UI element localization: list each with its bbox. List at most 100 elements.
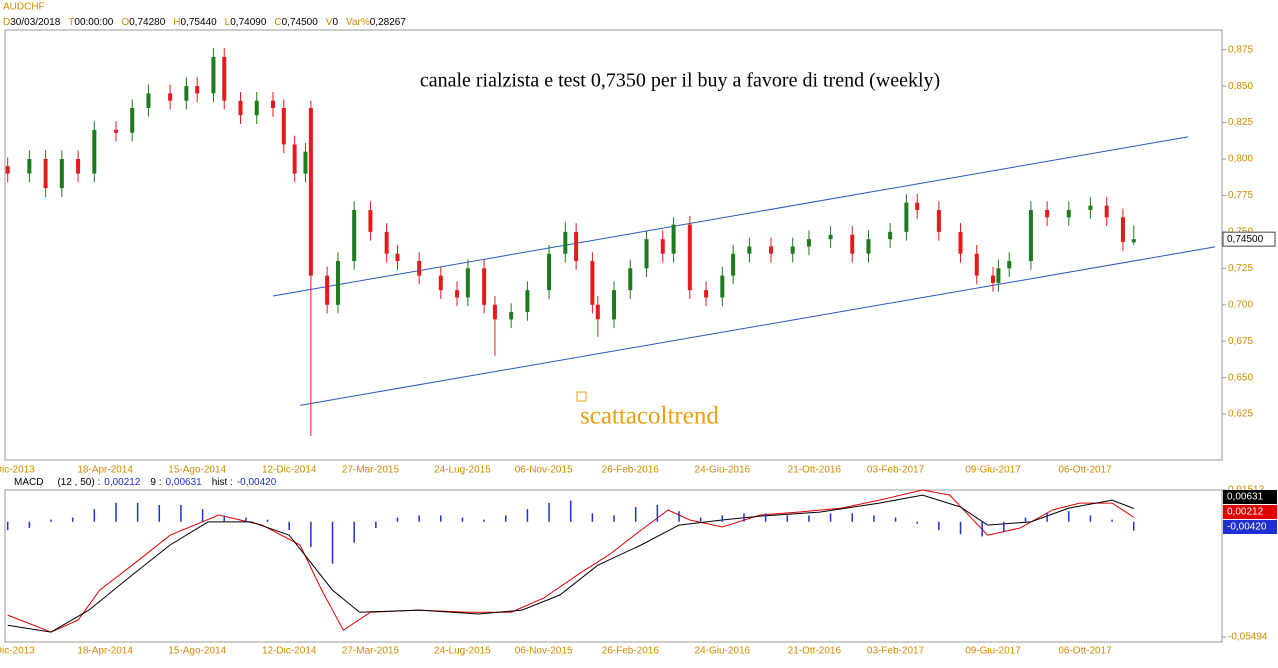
histogram-bar [678,511,680,522]
histogram-bar [418,515,420,522]
candle-body [590,261,595,305]
histogram-bar [1046,513,1048,522]
histogram-bar [894,517,897,522]
candle-body [130,107,135,133]
value-box-label: 0,00212 [1227,507,1264,518]
trendline [299,246,1216,406]
price-panel [4,29,1223,461]
candle-body [628,268,633,291]
candle-body [222,56,227,101]
y-tick-label: 0,650 [1228,372,1253,383]
candle-body [438,275,443,291]
histogram-bar [613,515,615,522]
candle-body [915,202,920,211]
x-tick-label: 12-Dic-2014 [262,465,317,476]
candle-body [1045,210,1050,218]
candle-body [704,290,709,298]
histogram-bar [440,515,442,522]
info-key: H [173,17,180,28]
candle-body [292,144,297,174]
histogram-bar [526,509,529,522]
histogram-bar [916,521,918,524]
histogram-bar [50,519,52,522]
x-tick-label: 27-Mar-2015 [342,465,400,476]
x-tick-label: 18-Apr-2014 [77,465,133,476]
info-key: V [326,17,333,28]
candle-body [254,100,259,116]
histogram-bar [1003,521,1005,533]
candle-body [1088,205,1093,211]
histogram-bar [136,502,139,522]
y-tick-label: 0,800 [1228,154,1253,165]
last-price-label: 0,74500 [1227,234,1264,245]
histogram-bar [266,519,269,522]
candle-body [525,290,530,313]
histogram-bar [505,515,507,522]
x-tick-label: 06-Nov-2015 [515,465,573,476]
info-key: D [3,17,10,28]
candle-body [904,202,909,232]
candle-body [769,246,774,254]
candle-body [850,234,855,254]
x-tick-label: 26-Feb-2016 [602,465,660,476]
candle-body [335,261,340,305]
info-value: 00:00:00 [74,17,113,28]
macd-line [7,489,1135,633]
x-tick-label-macd: 12-Dic-2014 [262,646,317,657]
candle-body [211,56,216,94]
candle-body [936,210,941,232]
candle-body [270,100,275,108]
value-box-label: -0,00420 [1227,522,1267,533]
histogram-bar [981,521,983,537]
info-key: C [274,17,281,28]
candle-body [417,261,422,276]
candle-body [866,239,871,254]
macd-param: (12 , 50) : [57,477,100,488]
candle-body [384,231,389,254]
info-value: 0,74280 [129,17,166,28]
candle-body [325,275,330,305]
candle-body [59,159,64,189]
candle-body [168,93,173,101]
histogram-bar [201,509,204,522]
trendline [272,136,1188,297]
histogram-bar [829,513,832,522]
candle-body [828,234,833,240]
x-tick-label-macd: 06-Nov-2015 [515,646,573,657]
macd-param-value: -0,00420 [237,477,277,488]
x-tick-label-macd: 15-Ago-2014 [168,646,226,657]
candle-body [1120,217,1125,243]
y-tick-label: 0,850 [1228,81,1253,92]
histogram-bar [353,521,355,543]
histogram-bar [656,504,659,522]
x-tick-label: 06-Ott-2017 [1058,465,1112,476]
info-key: L [225,17,231,28]
histogram-bar [808,515,810,522]
x-tick-label-macd: 09-Giu-2017 [965,646,1021,657]
y-tick-label: 0,875 [1228,44,1253,55]
candle-body [1007,261,1012,269]
candle-body [720,275,725,298]
y-tick-label: 0,725 [1228,263,1253,274]
histogram-bar [483,519,485,522]
info-key: T [68,17,74,28]
x-tick-label-macd: 18-Apr-2014 [77,646,133,657]
candle-body [509,312,514,320]
candle-body [671,224,676,254]
histogram-bar [310,521,312,547]
x-tick-label-macd: 26-Feb-2016 [602,646,660,657]
histogram-bar [180,504,182,522]
histogram-bar [1111,519,1113,522]
candle-body [492,304,497,320]
histogram-bar [1133,521,1135,531]
x-tick-label-macd: -Dic-2013 [0,646,35,657]
histogram-bar [873,515,875,522]
x-tick-label-macd: 27-Mar-2015 [342,646,400,657]
macd-param: 9 : [150,477,161,488]
candle-body [368,210,373,232]
histogram-bar [6,521,9,531]
macd-panel [4,489,1223,643]
candle-body [974,253,979,276]
